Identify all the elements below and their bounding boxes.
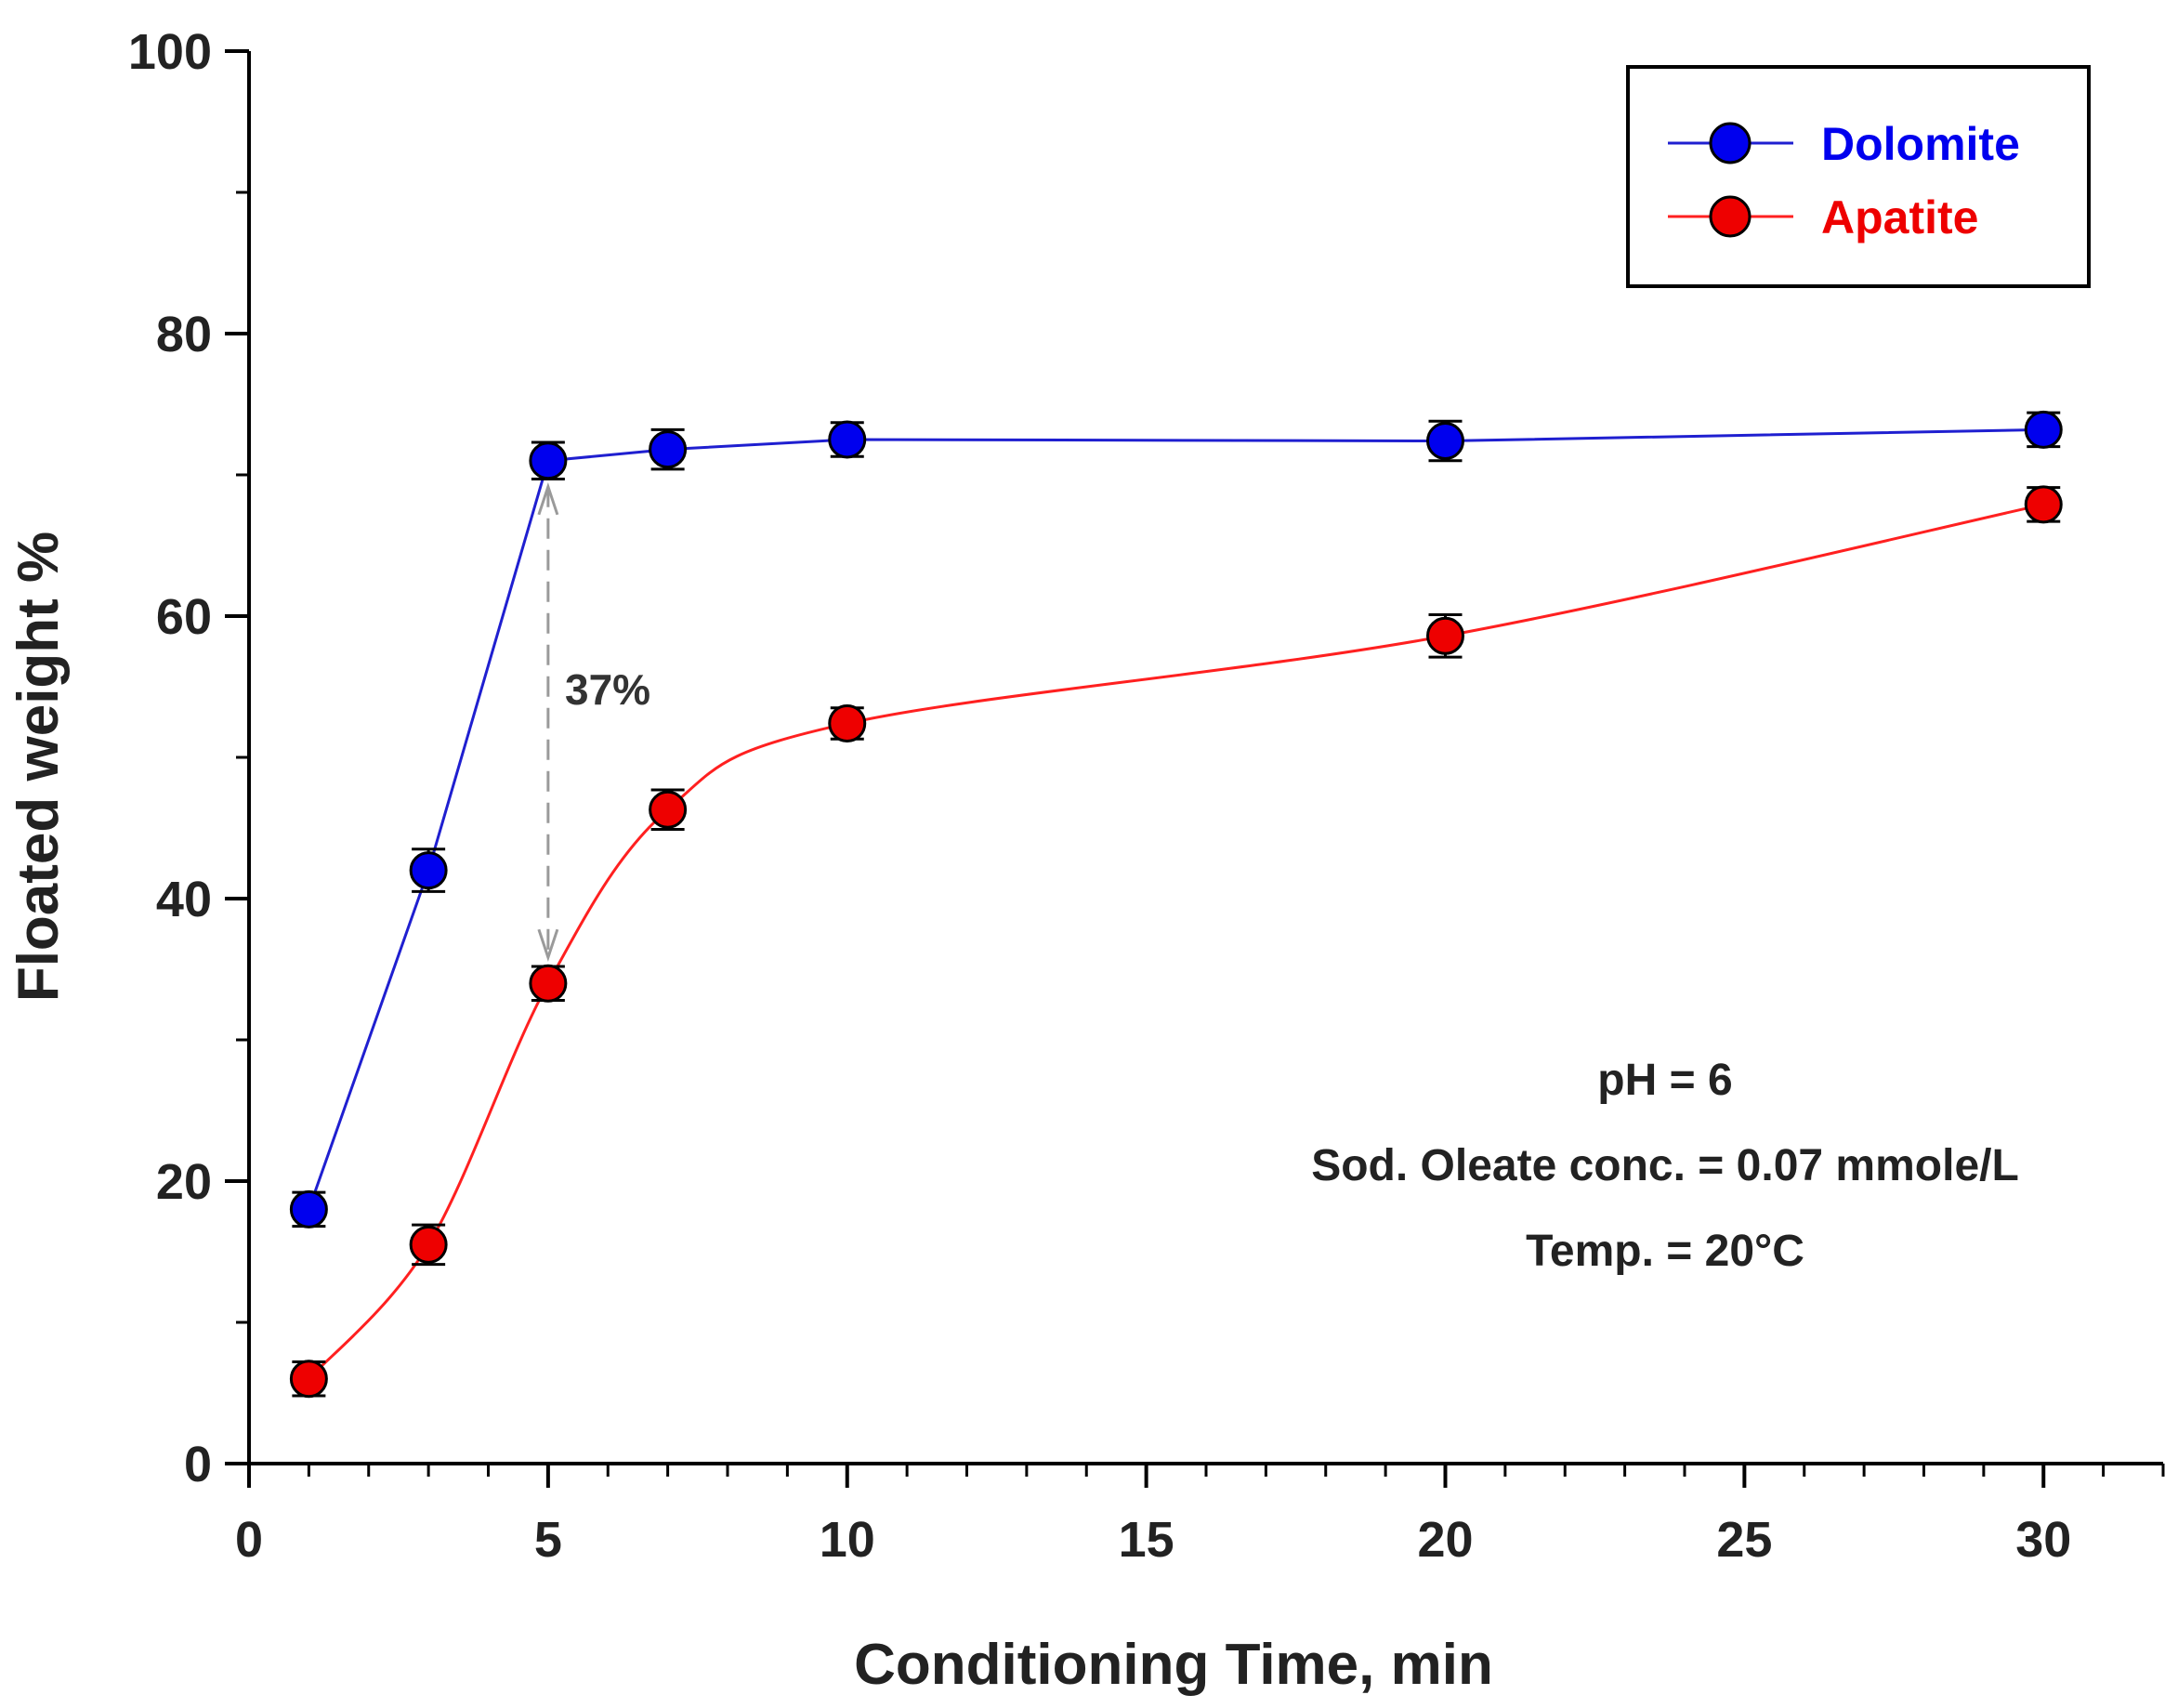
- legend-marker-apatite: [1709, 195, 1752, 238]
- x-tick-label: 0: [235, 1512, 263, 1568]
- data-point-apatite: [828, 704, 867, 743]
- y-tick-label: 40: [156, 872, 212, 927]
- condition-oleate-conc: Sod. Oleate conc. = 0.07 mmole/L: [1311, 1141, 2019, 1190]
- gap-arrow-head-top: [537, 482, 559, 516]
- legend-box: [1626, 65, 2091, 288]
- y-tick-label: 100: [128, 24, 212, 80]
- data-point-apatite: [1426, 616, 1464, 655]
- condition-temp: Temp. = 20°C: [1526, 1227, 1804, 1276]
- data-point-dolomite: [649, 430, 688, 469]
- series-line-apatite: [308, 503, 2044, 1380]
- data-point-dolomite: [289, 1189, 328, 1228]
- series-group: [289, 410, 2063, 1399]
- x-axis-title: Conditioning Time, min: [854, 1633, 1493, 1697]
- legend-marker-dolomite: [1709, 122, 1752, 164]
- data-point-apatite: [409, 1225, 448, 1264]
- y-tick-label: 0: [184, 1437, 212, 1492]
- legend-label-dolomite: Dolomite: [1821, 118, 2020, 170]
- data-point-dolomite: [1426, 422, 1464, 461]
- data-point-apatite: [529, 964, 568, 1003]
- tick-marks: 0 5 10 15 20 25 30 0 20 40 60 80 100: [128, 24, 2165, 1568]
- x-tick-label: 5: [534, 1512, 562, 1568]
- gap-label: 37%: [565, 665, 650, 714]
- legend-label-apatite: Apatite: [1821, 191, 1978, 243]
- data-point-dolomite: [409, 851, 448, 890]
- y-tick-label: 80: [156, 307, 212, 362]
- condition-ph: pH = 6: [1597, 1056, 1732, 1105]
- x-tick-label: 15: [1119, 1512, 1174, 1568]
- y-tick-label: 20: [156, 1154, 212, 1210]
- x-tick-label: 10: [820, 1512, 875, 1568]
- x-tick-label: 30: [2015, 1512, 2071, 1568]
- data-point-apatite: [2024, 485, 2063, 524]
- y-axis-title: Floated weight %: [7, 532, 71, 1002]
- gap-arrow-head-bottom: [537, 928, 559, 962]
- legend: Dolomite Apatite: [1626, 65, 2091, 288]
- series-dolomite: [289, 410, 2063, 1228]
- series-line-dolomite: [307, 427, 2044, 1210]
- annotations: 37% pH = 6 Sod. Oleate conc. = 0.07 mmol…: [537, 482, 2019, 1276]
- series-apatite: [289, 485, 2063, 1399]
- x-tick-label: 25: [1716, 1512, 1772, 1568]
- data-point-apatite: [649, 790, 688, 829]
- data-point-apatite: [289, 1360, 328, 1399]
- x-tick-label: 20: [1417, 1512, 1473, 1568]
- data-point-dolomite: [2024, 410, 2063, 449]
- data-point-dolomite: [529, 441, 568, 480]
- data-point-dolomite: [828, 420, 867, 459]
- y-tick-label: 60: [156, 589, 212, 645]
